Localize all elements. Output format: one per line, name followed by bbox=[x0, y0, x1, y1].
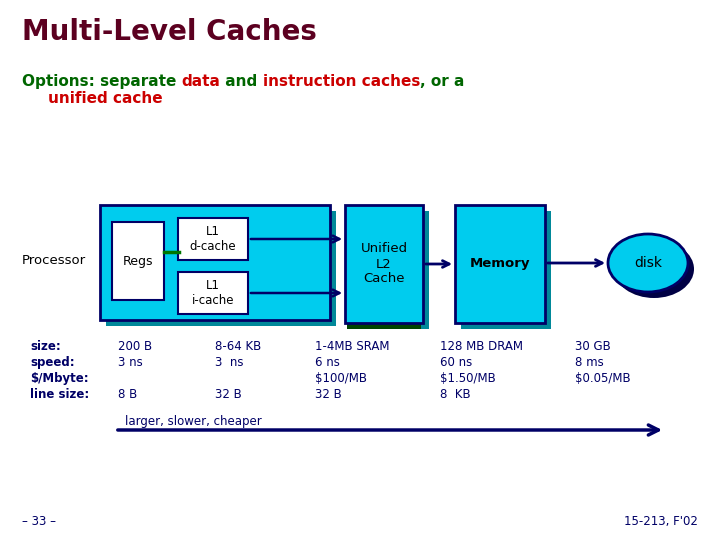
Text: Regs: Regs bbox=[122, 254, 153, 267]
Text: 15-213, F'02: 15-213, F'02 bbox=[624, 515, 698, 528]
Text: 8 ms: 8 ms bbox=[575, 356, 604, 369]
Text: Multi-Level Caches: Multi-Level Caches bbox=[22, 18, 317, 46]
Text: 200 B: 200 B bbox=[118, 340, 152, 353]
Text: , or a: , or a bbox=[420, 74, 464, 89]
FancyBboxPatch shape bbox=[461, 211, 551, 329]
Text: instruction caches: instruction caches bbox=[263, 74, 420, 89]
Text: Options: separate: Options: separate bbox=[22, 74, 181, 89]
Text: $/Mbyte:: $/Mbyte: bbox=[30, 372, 89, 385]
Text: 60 ns: 60 ns bbox=[440, 356, 472, 369]
Text: $0.05/MB: $0.05/MB bbox=[575, 372, 631, 385]
FancyBboxPatch shape bbox=[178, 272, 248, 314]
Text: Unified
L2
Cache: Unified L2 Cache bbox=[361, 242, 408, 286]
Text: larger, slower, cheaper: larger, slower, cheaper bbox=[125, 415, 262, 428]
Text: disk: disk bbox=[634, 256, 662, 270]
FancyBboxPatch shape bbox=[347, 315, 421, 329]
Text: 128 MB DRAM: 128 MB DRAM bbox=[440, 340, 523, 353]
Text: data: data bbox=[181, 74, 220, 89]
Text: line size:: line size: bbox=[30, 388, 89, 401]
Text: 32 B: 32 B bbox=[315, 388, 342, 401]
Text: $100/MB: $100/MB bbox=[315, 372, 367, 385]
FancyBboxPatch shape bbox=[106, 211, 336, 326]
Text: $1.50/MB: $1.50/MB bbox=[440, 372, 496, 385]
Ellipse shape bbox=[608, 234, 688, 292]
Text: L1
d-cache: L1 d-cache bbox=[189, 225, 236, 253]
Text: size:: size: bbox=[30, 340, 60, 353]
Text: Memory: Memory bbox=[469, 258, 530, 271]
Text: 32 B: 32 B bbox=[215, 388, 242, 401]
Text: 3 ns: 3 ns bbox=[118, 356, 143, 369]
Text: 3  ns: 3 ns bbox=[215, 356, 243, 369]
Text: 8-64 KB: 8-64 KB bbox=[215, 340, 261, 353]
Text: and: and bbox=[220, 74, 263, 89]
FancyBboxPatch shape bbox=[345, 205, 423, 323]
Text: – 33 –: – 33 – bbox=[22, 515, 56, 528]
FancyBboxPatch shape bbox=[455, 205, 545, 323]
FancyBboxPatch shape bbox=[351, 211, 429, 329]
Text: Processor: Processor bbox=[22, 253, 86, 267]
Text: 8  KB: 8 KB bbox=[440, 388, 471, 401]
Text: 30 GB: 30 GB bbox=[575, 340, 611, 353]
Ellipse shape bbox=[614, 240, 694, 298]
FancyBboxPatch shape bbox=[112, 222, 164, 300]
Text: 1-4MB SRAM: 1-4MB SRAM bbox=[315, 340, 390, 353]
Text: 6 ns: 6 ns bbox=[315, 356, 340, 369]
FancyBboxPatch shape bbox=[100, 205, 330, 320]
Text: 8 B: 8 B bbox=[118, 388, 138, 401]
Text: unified cache: unified cache bbox=[48, 91, 163, 106]
Text: speed:: speed: bbox=[30, 356, 75, 369]
Text: L1
i-cache: L1 i-cache bbox=[192, 279, 234, 307]
FancyBboxPatch shape bbox=[178, 218, 248, 260]
